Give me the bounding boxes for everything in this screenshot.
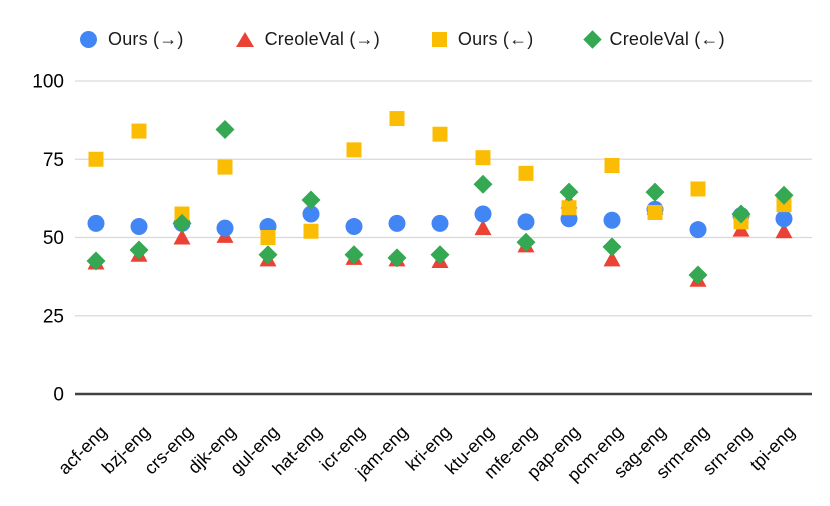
point-ours-icr-eng[interactable] (345, 218, 363, 236)
legend-label: CreoleVal (→) (264, 29, 380, 49)
point-creoleval-acf-eng[interactable] (86, 251, 106, 271)
point-ours-ktu-eng[interactable] (474, 205, 492, 223)
y-axis-tick-label: 75 (43, 150, 64, 171)
point-creoleval-tpi-eng[interactable] (775, 222, 793, 239)
point-ours-bzj-eng[interactable] (130, 218, 148, 236)
point-creoleval-crs-eng[interactable] (173, 229, 191, 245)
point-ours-tpi-eng[interactable] (775, 210, 793, 228)
legend-label: CreoleVal (←) (609, 29, 725, 49)
point-creoleval-pap-eng[interactable] (559, 182, 579, 202)
triangle-marker-icon (235, 32, 254, 47)
square-marker-icon (431, 32, 447, 47)
legend-item-ours-forward[interactable]: Ours (→) (80, 29, 184, 50)
point-ours-jam-eng[interactable] (388, 214, 406, 232)
point-creoleval-djk-eng[interactable] (215, 120, 235, 140)
point-ours-pap-eng[interactable] (561, 200, 577, 216)
legend-label: Ours (→) (108, 29, 184, 49)
point-creoleval-bzj-eng[interactable] (129, 240, 149, 260)
legend-item-ours-backward[interactable]: Ours (←) (431, 29, 534, 50)
point-ours-jam-eng[interactable] (389, 111, 405, 127)
point-creoleval-icr-eng[interactable] (344, 245, 364, 265)
point-ours-acf-eng[interactable] (87, 214, 105, 232)
point-creoleval-tpi-eng[interactable] (774, 185, 794, 205)
chart-legend: Ours (→) CreoleVal (→) Ours (←) CreoleVa… (80, 29, 725, 50)
diamond-marker-icon (582, 30, 602, 49)
point-ours-mfe-eng[interactable] (518, 165, 534, 181)
point-ours-kri-eng[interactable] (431, 214, 449, 232)
point-creoleval-pcm-eng[interactable] (603, 250, 621, 267)
point-creoleval-srm-eng[interactable] (688, 265, 708, 285)
point-ours-bzj-eng[interactable] (131, 123, 147, 139)
x-axis-label-acf-eng: acf-eng (54, 422, 111, 479)
point-ours-hat-eng[interactable] (302, 205, 320, 223)
point-ours-pcm-eng[interactable] (603, 211, 621, 229)
point-creoleval-mfe-eng[interactable] (516, 232, 536, 252)
point-ours-hat-eng[interactable] (303, 223, 319, 239)
point-ours-srm-eng[interactable] (689, 221, 707, 239)
y-axis-tick-label: 50 (43, 228, 64, 249)
circle-marker-icon (80, 31, 97, 48)
point-ours-kri-eng[interactable] (432, 126, 448, 142)
y-axis-tick-label: 25 (43, 306, 64, 327)
point-creoleval-ktu-eng[interactable] (474, 219, 492, 236)
point-creoleval-ktu-eng[interactable] (473, 174, 493, 194)
point-ours-srm-eng[interactable] (690, 181, 706, 197)
point-creoleval-sag-eng[interactable] (645, 182, 665, 202)
point-ours-ktu-eng[interactable] (475, 150, 491, 166)
point-ours-gul-eng[interactable] (260, 230, 276, 245)
point-creoleval-srn-eng[interactable] (731, 204, 751, 224)
point-ours-icr-eng[interactable] (346, 142, 362, 158)
point-creoleval-gul-eng[interactable] (258, 245, 278, 265)
point-creoleval-pcm-eng[interactable] (602, 237, 622, 257)
point-creoleval-crs-eng[interactable] (172, 213, 192, 233)
point-creoleval-jam-eng[interactable] (387, 248, 407, 268)
x-axis-label-crs-eng: crs-eng (140, 422, 197, 479)
point-ours-pcm-eng[interactable] (604, 158, 620, 174)
point-creoleval-kri-eng[interactable] (430, 245, 450, 265)
point-ours-acf-eng[interactable] (88, 151, 104, 167)
legend-item-creoleval-forward[interactable]: CreoleVal (→) (235, 29, 380, 50)
point-ours-djk-eng[interactable] (217, 159, 233, 175)
point-ours-mfe-eng[interactable] (517, 213, 535, 231)
y-axis-tick-label: 100 (32, 72, 64, 93)
point-creoleval-hat-eng[interactable] (301, 190, 321, 210)
point-ours-djk-eng[interactable] (216, 219, 234, 237)
point-ours-sag-eng[interactable] (647, 204, 663, 220)
legend-label: Ours (←) (457, 29, 534, 49)
y-axis-tick-label: 0 (53, 385, 64, 406)
legend-item-creoleval-backward[interactable]: CreoleVal (←) (582, 29, 725, 50)
x-axis-label-tpi-eng: tpi-eng (746, 422, 799, 475)
